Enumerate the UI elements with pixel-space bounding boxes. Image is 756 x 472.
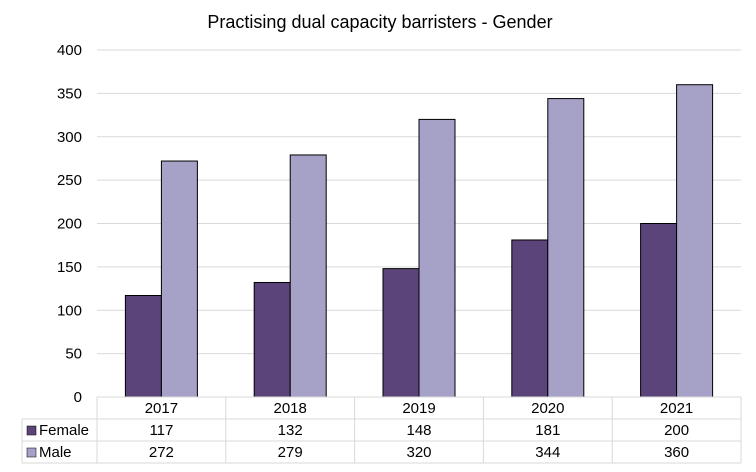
legend-label-male: Male: [39, 444, 72, 461]
bar-female-2018: [253, 281, 291, 398]
y-tick-label: 400: [57, 42, 82, 59]
y-tick-label: 250: [57, 172, 82, 189]
bar-male-2019: [418, 118, 456, 398]
data-label: 272: [149, 444, 174, 461]
data-label: 344: [535, 444, 560, 461]
data-table: 2017 2018 2019 2020 2021 Female 117 132 148 181 20…: [21, 396, 742, 464]
legend-key-female: [26, 425, 37, 436]
bar-male-2020: [547, 98, 585, 398]
bars: [124, 84, 714, 398]
x-tick-label: 2018: [274, 400, 307, 417]
legend-label-female: Female: [39, 422, 89, 439]
data-label: 148: [406, 422, 431, 439]
y-tick-label: 300: [57, 129, 82, 146]
bar-female-2021: [640, 223, 678, 398]
x-tick-label: 2017: [145, 400, 178, 417]
y-tick-label: 50: [65, 346, 82, 363]
y-tick-label: 100: [57, 302, 82, 319]
bar-female-2020: [511, 239, 549, 398]
data-label: 132: [278, 422, 303, 439]
data-label: 279: [278, 444, 303, 461]
x-tick-label: 2019: [402, 400, 435, 417]
bar-male-2017: [160, 160, 198, 398]
data-label: 200: [664, 422, 689, 439]
y-tick-label: 150: [57, 259, 82, 276]
legend-key-male: [26, 447, 37, 458]
bar-male-2021: [676, 84, 714, 398]
chart-title: Practising dual capacity barristers - Ge…: [207, 12, 552, 32]
bar-female-2019: [382, 268, 420, 398]
y-tick-label: 0: [74, 389, 82, 406]
bar-male-2018: [289, 154, 327, 398]
y-tick-label: 350: [57, 85, 82, 102]
data-label: 360: [664, 444, 689, 461]
data-label: 117: [149, 422, 173, 439]
y-tick-label: 200: [57, 216, 82, 233]
x-tick-label: 2021: [660, 400, 693, 417]
x-tick-label: 2020: [531, 400, 564, 417]
y-axis-ticks: 0 50 100 150 200 250 300 350 400: [57, 42, 82, 406]
data-label: 320: [406, 444, 431, 461]
bar-female-2017: [124, 295, 162, 398]
data-label: 181: [535, 422, 560, 439]
